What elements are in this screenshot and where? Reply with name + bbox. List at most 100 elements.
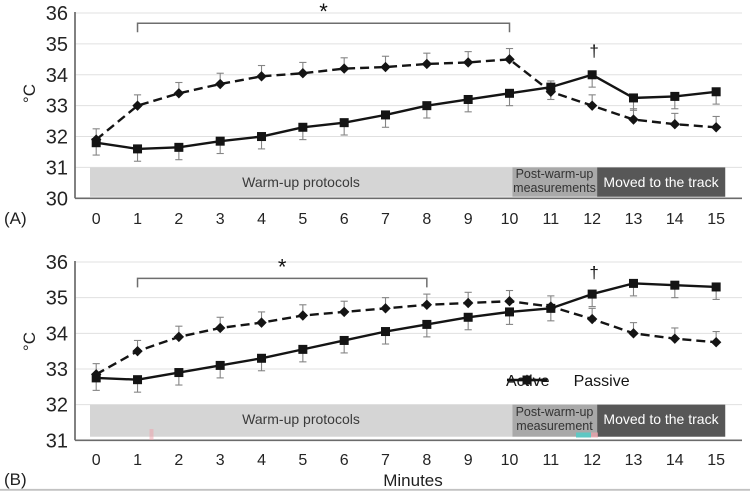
marker-diamond-a xyxy=(214,78,226,90)
x-tick-label-b: 4 xyxy=(257,452,266,469)
marker-diamond-b xyxy=(669,333,681,344)
x-tick-label-a: 13 xyxy=(625,211,643,228)
marker-diamond-b xyxy=(710,337,722,348)
y-tick-label-a: 34 xyxy=(46,65,68,87)
marker-square-a xyxy=(463,94,473,104)
series-line-active-b xyxy=(96,282,717,381)
phase-band-mid-a xyxy=(512,167,598,197)
x-tick-label-b: 14 xyxy=(666,452,684,469)
marker-diamond-b xyxy=(297,310,309,321)
marker-square-a xyxy=(670,91,680,101)
marker-square-a xyxy=(587,70,597,80)
marker-square-b xyxy=(587,289,597,299)
marker-diamond-a xyxy=(173,88,185,99)
x-tick-label-a: 7 xyxy=(381,211,390,228)
marker-square-a xyxy=(257,132,267,142)
x-tick-label-b: 13 xyxy=(625,452,643,469)
x-tick-label-a: 15 xyxy=(707,211,725,228)
x-tick-label-b: 8 xyxy=(422,452,431,469)
marker-square-a xyxy=(298,122,308,132)
marker-diamond-a xyxy=(504,54,515,65)
marker-square-b xyxy=(505,307,514,317)
marker-square-a xyxy=(174,142,184,152)
phase-band-dark-a xyxy=(597,167,726,197)
band-label-warmup-a: Warm-up protocols xyxy=(242,174,360,190)
marker-square-b xyxy=(628,278,638,288)
x-tick-label-a: 8 xyxy=(422,211,431,228)
marker-diamond-a xyxy=(338,63,350,74)
y-tick-label-a: 32 xyxy=(46,127,68,149)
marker-diamond-a xyxy=(628,114,639,125)
marker-diamond-b xyxy=(132,345,143,357)
series-line-passive-b xyxy=(95,300,717,376)
x-tick-label-b: 7 xyxy=(381,452,390,469)
marker-square-a xyxy=(339,118,349,128)
marker-diamond-b xyxy=(91,369,102,380)
x-tick-label-b: 9 xyxy=(464,452,473,469)
marker-diamond-b xyxy=(545,301,557,312)
marker-square-b xyxy=(133,375,143,385)
marker-square-b xyxy=(215,360,225,370)
y-tick-label-b: 35 xyxy=(46,288,68,310)
y-axis-label-a: °C xyxy=(20,84,39,104)
series-line-passive-a xyxy=(95,58,717,141)
y-tick-label-b: 32 xyxy=(46,395,68,417)
marker-square-b xyxy=(463,312,473,322)
legend-label-passive: Passive xyxy=(573,373,630,390)
x-tick-label-b: 10 xyxy=(501,452,519,469)
marker-square-b xyxy=(381,327,391,337)
x-tick-label-a: 2 xyxy=(174,211,183,228)
band-label-postwarmup-a: Post-warm-up measurements xyxy=(513,167,596,195)
marker-square-b xyxy=(298,344,308,354)
marker-diamond-a xyxy=(462,57,474,68)
significance-bracket-b xyxy=(136,277,428,288)
marker-diamond-b xyxy=(462,297,474,309)
series-line-active-a xyxy=(96,73,717,151)
marker-diamond-a xyxy=(421,58,433,70)
asterisk-annotation-b: * xyxy=(278,254,287,279)
x-tick-label-b: 6 xyxy=(340,452,349,469)
x-tick-label-a: 3 xyxy=(216,211,225,228)
x-tick-label-a: 6 xyxy=(340,211,349,228)
passive-series-marker-icon xyxy=(507,374,547,386)
marker-square-b xyxy=(339,335,349,345)
marker-square-a xyxy=(422,101,432,111)
x-tick-label-b: 0 xyxy=(92,452,101,469)
marker-diamond-b xyxy=(338,306,350,318)
x-tick-label-a: 1 xyxy=(133,211,142,228)
marker-square-a xyxy=(628,93,638,103)
marker-diamond-b xyxy=(628,328,639,339)
x-tick-label-b: 5 xyxy=(298,452,307,469)
asterisk-annotation-a: * xyxy=(319,0,328,24)
marker-diamond-a xyxy=(380,61,391,73)
dagger-annotation-a: † xyxy=(589,41,598,60)
marker-diamond-b xyxy=(504,296,515,307)
marker-diamond-a xyxy=(91,134,102,145)
marker-diamond-a xyxy=(669,118,681,130)
compression-artifact xyxy=(149,429,154,440)
band-label-warmup-b: Warm-up protocols xyxy=(242,411,360,427)
x-axis-label: Minutes xyxy=(383,471,443,490)
x-tick-label-b: 1 xyxy=(133,452,142,469)
x-tick-label-a: 11 xyxy=(543,211,560,228)
marker-diamond-a xyxy=(297,68,309,79)
y-tick-label-a: 31 xyxy=(46,157,68,179)
phase-band-mid-b xyxy=(512,404,598,437)
x-tick-label-b: 2 xyxy=(174,452,183,469)
compression-artifact xyxy=(591,432,598,438)
x-tick-label-a: 9 xyxy=(464,211,473,228)
band-label-track-b: Moved to the track xyxy=(603,411,719,427)
marker-square-b xyxy=(257,353,267,363)
x-tick-label-a: 10 xyxy=(501,211,519,228)
marker-square-a xyxy=(133,144,143,154)
y-tick-label-b: 34 xyxy=(46,323,68,345)
marker-diamond-b xyxy=(173,331,185,343)
marker-diamond-b xyxy=(256,317,267,328)
marker-diamond-b xyxy=(421,299,433,310)
band-label-postwarmup-b: Post-warm-up measurement xyxy=(515,405,594,433)
y-tick-label-b: 33 xyxy=(46,359,68,381)
significance-bracket-a xyxy=(136,22,511,33)
panel-b-label: (B) xyxy=(4,470,27,489)
x-tick-label-a: 0 xyxy=(92,211,101,228)
